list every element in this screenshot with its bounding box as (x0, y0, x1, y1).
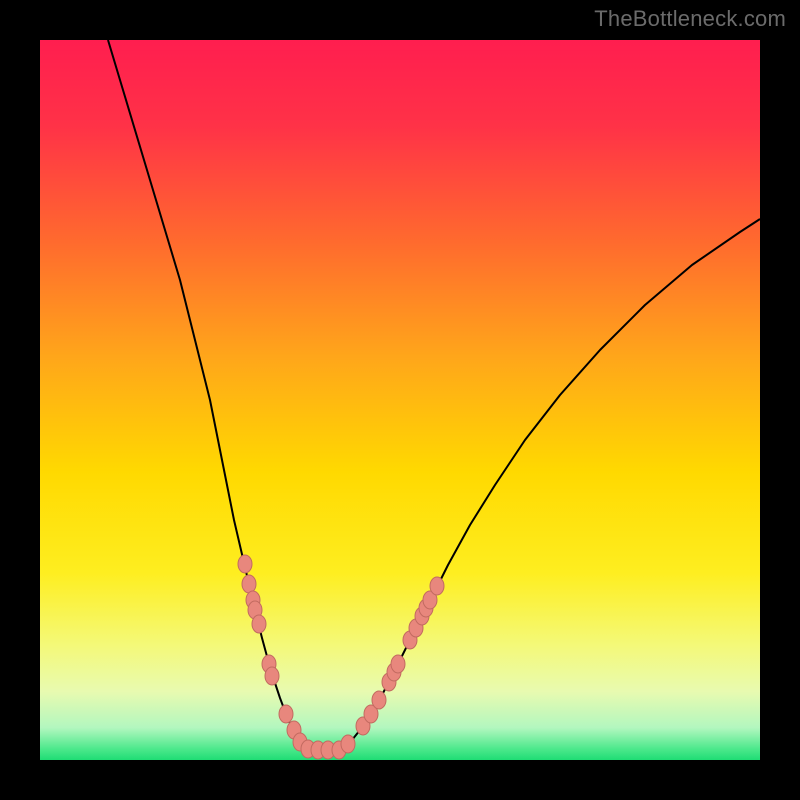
data-marker (279, 705, 293, 723)
chart-svg (40, 40, 760, 760)
data-marker (265, 667, 279, 685)
gradient-background (40, 40, 760, 760)
data-marker (391, 655, 405, 673)
chart-frame: TheBottleneck.com (0, 0, 800, 800)
data-marker (242, 575, 256, 593)
data-marker (430, 577, 444, 595)
plot-area (40, 40, 760, 760)
data-marker (238, 555, 252, 573)
watermark-text: TheBottleneck.com (594, 6, 786, 32)
data-marker (252, 615, 266, 633)
data-marker (341, 735, 355, 753)
data-marker (372, 691, 386, 709)
